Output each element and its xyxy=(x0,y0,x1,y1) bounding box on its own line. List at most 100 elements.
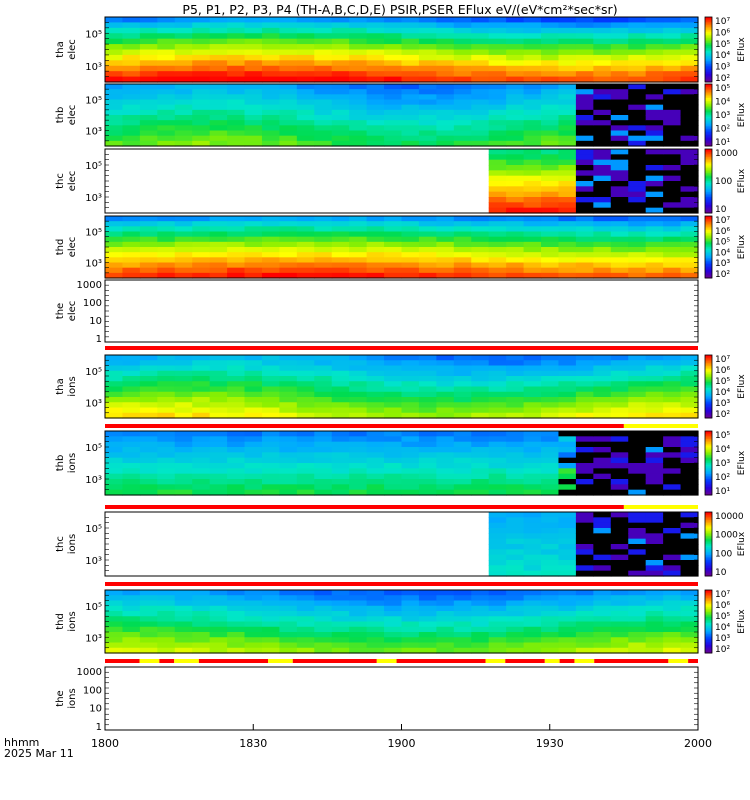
x-tick-label: 1830 xyxy=(239,737,267,750)
panel-label-probe: the xyxy=(55,690,66,706)
panel-label-probe: thb xyxy=(55,455,66,472)
flag-segment xyxy=(105,505,624,509)
colorbar-tick: 10² xyxy=(715,645,730,655)
panel-ticks xyxy=(105,517,698,571)
y-tick-label: 1 xyxy=(96,722,102,733)
colorbar-tick: 10¹ xyxy=(715,487,730,497)
panel-ticks xyxy=(105,154,698,208)
flag-segment xyxy=(559,659,575,663)
colorbar-tick: 10² xyxy=(715,125,730,135)
colorbar-tick: 10⁴ xyxy=(715,98,730,108)
y-tick-label: 100 xyxy=(83,298,102,309)
panel-ticks xyxy=(105,671,698,726)
colorbar-label: EFlux xyxy=(737,168,747,193)
flag-segment xyxy=(396,659,486,663)
panel-label-probe: tha xyxy=(55,41,66,57)
panel-label-probe: thc xyxy=(55,173,66,189)
panel-the-ions: 1000 100 10 1 the ions xyxy=(55,666,699,733)
colorbar-tick: 10⁶ xyxy=(715,28,730,38)
panel-label-species: elec xyxy=(67,105,78,126)
colorbar-tick: 100 xyxy=(715,177,732,187)
colorbar-tick: 10⁵ xyxy=(715,377,730,387)
x-tick-label: 1930 xyxy=(536,737,564,750)
y-tick-label: 10⁵ xyxy=(85,228,102,239)
colorbar-tick: 10³ xyxy=(715,63,730,73)
y-tick-label: 10⁵ xyxy=(85,29,102,40)
colorbar-tick: 10³ xyxy=(715,259,730,269)
flag-segment xyxy=(159,659,175,663)
panel-the-elec: 1000 100 10 1 the elec xyxy=(55,279,699,345)
y-tick-label: 10³ xyxy=(85,633,102,644)
flag-bar-thc-ions xyxy=(105,582,698,586)
flag-segment xyxy=(292,659,377,663)
spectrogram-cells xyxy=(105,355,699,419)
flag-segment xyxy=(105,424,624,428)
y-tick-label: 100 xyxy=(83,685,102,696)
panel-label-species: elec xyxy=(67,237,78,258)
colorbar-tick: 10⁷ xyxy=(715,17,730,27)
colorbar-thb-elec: 10⁵ 10⁴ 10³ 10² 10¹ EFlux xyxy=(704,83,747,148)
colorbar-tick: 10³ xyxy=(715,634,730,644)
colorbar-tick: 10 xyxy=(715,205,727,215)
colorbar-tick: 10⁵ xyxy=(715,238,730,248)
panel-ticks xyxy=(105,220,698,274)
x-tick-label: 2000 xyxy=(684,737,712,750)
time-axis: 1800 1830 1900 1930 2000 xyxy=(91,724,712,750)
panel-ticks xyxy=(105,359,698,414)
colorbar-tick: 10⁷ xyxy=(715,355,730,365)
flag-segment xyxy=(139,659,160,663)
y-tick-label: 10⁵ xyxy=(85,443,102,454)
y-tick-label: 10³ xyxy=(85,62,102,73)
colorbar-label: EFlux xyxy=(737,37,747,62)
y-tick-label: 10⁵ xyxy=(85,524,102,535)
colorbar-tick: 10⁵ xyxy=(715,612,730,622)
x-tick-label: 1900 xyxy=(388,737,416,750)
y-tick-label: 10³ xyxy=(85,127,102,138)
spectrogram-cells xyxy=(105,84,699,147)
flag-segment xyxy=(594,659,669,663)
panel-ticks xyxy=(105,594,698,649)
flag-segment xyxy=(574,659,595,663)
panel-label-species: elec xyxy=(67,301,78,322)
y-tick-label: 10 xyxy=(89,704,102,715)
flag-bar-tha-ions xyxy=(105,424,699,428)
colorbar-tick: 10³ xyxy=(715,399,730,409)
colorbar-label: EFlux xyxy=(737,102,747,127)
time-format-label: hhmm xyxy=(4,736,39,749)
colorbar-tick: 10⁶ xyxy=(715,227,730,237)
spectrogram-cells xyxy=(105,17,699,83)
colorbar-thc-elec: 1000 100 10 EFlux xyxy=(704,148,747,215)
colorbar-tick: 10⁵ xyxy=(715,84,730,94)
colorbar-tick: 10⁴ xyxy=(715,388,730,398)
y-tick-label: 10⁵ xyxy=(85,96,102,107)
figure-title: P5, P1, P2, P3, P4 (TH-A,B,C,D,E) PSIR,P… xyxy=(182,2,617,17)
flag-segment xyxy=(268,659,293,663)
spectrogram-cells xyxy=(105,590,699,654)
panel-label-species: ions xyxy=(67,688,78,708)
panel-ticks xyxy=(105,284,698,338)
y-tick-label: 10³ xyxy=(85,475,102,486)
panel-label-species: ions xyxy=(67,611,78,631)
colorbar-tick: 10³ xyxy=(715,459,730,469)
panel-label-probe: thb xyxy=(55,107,66,124)
colorbar-tick: 10⁴ xyxy=(715,623,730,633)
flag-segment xyxy=(174,659,199,663)
flag-segment xyxy=(376,659,397,663)
colorbar-label: EFlux xyxy=(737,531,747,556)
colorbar-tick: 10⁴ xyxy=(715,248,730,258)
panel-ticks xyxy=(105,22,698,77)
panel-frame xyxy=(104,279,699,343)
colorbar-tick: 10¹ xyxy=(715,138,730,148)
x-tick-label: 1800 xyxy=(91,737,119,750)
panel-thc-ions: 10000 1000 100 10 EFlux 10⁵ 10³ thc ions xyxy=(55,511,747,578)
y-tick-label: 10³ xyxy=(85,193,102,204)
colorbar-tick: 10² xyxy=(715,473,730,483)
colorbar-tick: 10⁵ xyxy=(715,40,730,50)
colorbar-tick: 10² xyxy=(715,74,730,84)
